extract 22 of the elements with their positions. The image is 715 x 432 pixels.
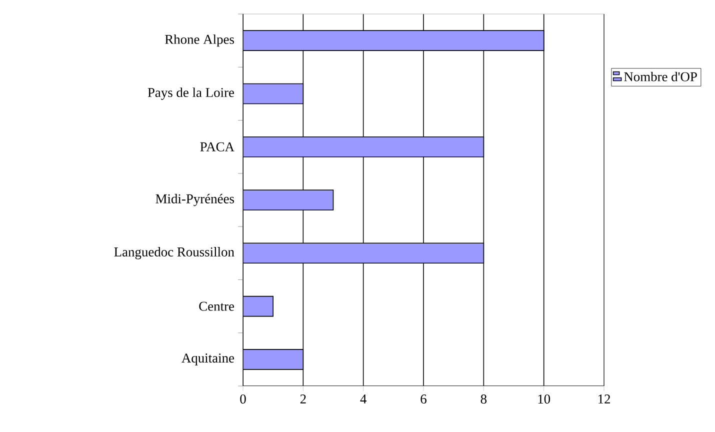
y-tick-label: Rhone Alpes xyxy=(165,34,234,47)
bar xyxy=(243,349,304,370)
x-tick-label: 12 xyxy=(598,394,610,404)
x-tick-label: 8 xyxy=(480,394,487,404)
x-tick-label: 0 xyxy=(240,394,246,404)
bar xyxy=(243,136,484,158)
bar xyxy=(243,242,484,264)
x-tick-label: 10 xyxy=(538,394,550,404)
bar xyxy=(243,30,544,51)
x-tick-label: 2 xyxy=(300,394,306,404)
bar xyxy=(243,296,274,317)
bar xyxy=(243,83,304,104)
x-tick-label: 4 xyxy=(360,394,366,404)
y-tick-label: Centre xyxy=(199,302,234,311)
y-tick-label: Aquitaine xyxy=(182,354,234,366)
y-tick-label: Languedoc Roussillon xyxy=(114,247,234,260)
y-tick-label: Midi-Pyrénées xyxy=(156,194,234,206)
y-tick-label: PACA xyxy=(200,142,234,152)
y-tick-label: Pays de la Loire xyxy=(148,88,234,100)
x-tick-label: 6 xyxy=(420,394,426,404)
bar xyxy=(243,190,334,210)
legend-label: Nombre d'OP xyxy=(624,72,697,82)
